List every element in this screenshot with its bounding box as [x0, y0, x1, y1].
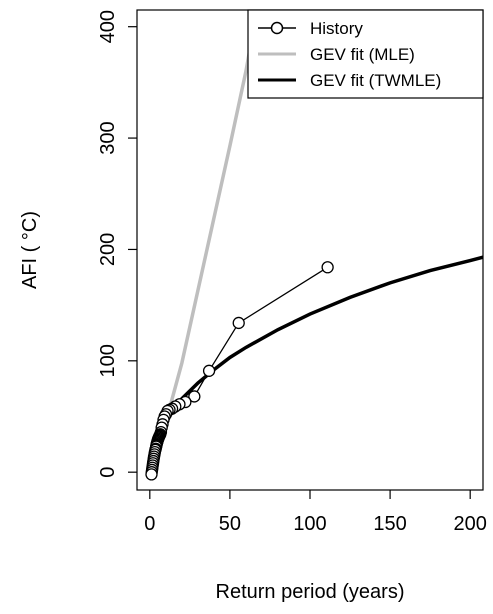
- history-point: [232, 316, 245, 330]
- y-tick-label: 100: [97, 344, 119, 377]
- history-point: [202, 364, 216, 377]
- x-tick-label: 200: [453, 513, 486, 535]
- x-tick-label: 0: [144, 513, 155, 535]
- history-point: [145, 468, 158, 481]
- legend-label: GEV fit (TWMLE): [310, 71, 441, 90]
- history-point: [321, 261, 334, 274]
- x-tick-label: 150: [373, 513, 406, 535]
- fit-line: [149, 255, 483, 473]
- x-tick-label: 50: [219, 513, 241, 535]
- x-axis-label: Return period (years): [216, 581, 405, 603]
- y-tick-label: 400: [97, 10, 119, 43]
- y-axis-label: AFI ( °C): [19, 211, 41, 289]
- y-tick-label: 300: [97, 121, 119, 154]
- x-tick-label: 100: [293, 513, 326, 535]
- history-point: [188, 390, 201, 403]
- y-tick-label: 200: [97, 233, 119, 266]
- legend-label: GEV fit (MLE): [310, 45, 415, 64]
- legend-marker: [270, 21, 284, 35]
- plot-area: [145, 26, 483, 481]
- legend-label: History: [310, 19, 363, 38]
- y-tick-label: 0: [97, 467, 119, 478]
- history-line: [150, 266, 328, 475]
